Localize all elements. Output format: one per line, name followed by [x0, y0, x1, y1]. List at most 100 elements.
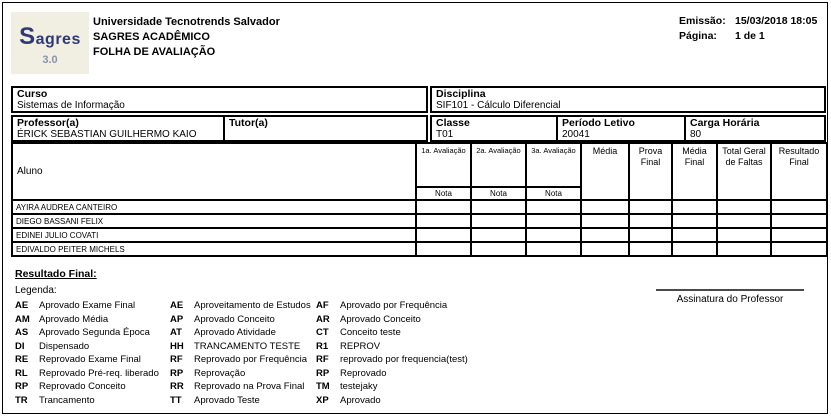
- legend-code: XP: [316, 394, 329, 406]
- legend-entry: RP Reprovado Conceito: [15, 380, 170, 394]
- info-row-curso: Curso Sistemas de Informação Disciplina …: [11, 86, 826, 113]
- student-row: EDINEI JULIO COVATI: [11, 227, 828, 243]
- carga-horaria-field: Carga Horária 80: [684, 117, 824, 140]
- legend-code: AE: [170, 300, 184, 311]
- grade-cell: [525, 241, 582, 257]
- legend-code: RF: [316, 354, 329, 365]
- aluno-header: Aluno: [11, 142, 417, 201]
- legend-code: HH: [170, 340, 184, 352]
- legenda-label: Legenda:: [15, 285, 57, 296]
- student-name: DIEGO BASSANI FELIX: [11, 213, 417, 229]
- legend-desc: Reprovado Exame Final: [39, 354, 141, 365]
- legend-desc: Aprovado Média: [39, 313, 109, 325]
- legend-code: RP: [316, 367, 330, 379]
- professor-label: Professor(a): [17, 117, 79, 129]
- grade-cell: [671, 227, 718, 243]
- legend-entry: AT Aprovado Atividade: [170, 326, 316, 340]
- pagina-label: Página:: [679, 30, 717, 42]
- legend-entry: R1 REPROV: [316, 340, 576, 354]
- legend-code: RF: [170, 354, 183, 365]
- grade-cell: [470, 241, 527, 257]
- grade-cell: [470, 199, 527, 215]
- periodo-letivo-field: Período Letivo 20041: [556, 117, 684, 140]
- curso-label: Curso: [17, 88, 48, 100]
- legend-column-2: AE Aproveitamento de Estudos AP Aprovado C…: [170, 299, 316, 407]
- signature-block: Assinatura do Professor: [656, 289, 804, 305]
- grade-cell: [671, 241, 718, 257]
- grade-cell: [671, 213, 718, 229]
- legend-code: TM: [316, 381, 330, 392]
- disciplina-value: SIF101 - Cálculo Diferencial: [436, 100, 561, 111]
- carga-horaria-label: Carga Horária: [690, 117, 760, 129]
- professor-value: ÉRICK SEBASTIAN GUILHERMO KAIO: [17, 129, 197, 140]
- grade-cell: [628, 213, 673, 229]
- grade-cell: [470, 213, 527, 229]
- legend-entry: AP Aprovado Conceito: [170, 313, 316, 327]
- legend-entry: TR Trancamento: [15, 394, 170, 408]
- emission-block: Emissão: 15/03/2018 18:05 Página: 1 de 1: [679, 15, 817, 43]
- sagres-logo-version: 3.0: [42, 54, 58, 66]
- org-name: Universidade Tecnotrends Salvador: [93, 16, 280, 28]
- grade-cell: [415, 241, 472, 257]
- legend-desc: Reprovado Conceito: [39, 381, 126, 392]
- grade-cell: [770, 227, 828, 243]
- prova-final-header: Prova Final: [628, 142, 673, 201]
- legend-desc: Aproveitamento de Estudos: [194, 300, 311, 311]
- tutor-label: Tutor(a): [229, 117, 268, 129]
- legend-desc: TRANCAMENTO TESTE: [194, 340, 301, 352]
- legend-desc: Conceito teste: [340, 327, 401, 338]
- legend-desc: Aprovado Conceito: [194, 313, 275, 325]
- legend-entry: AS Aprovado Segunda Época: [15, 326, 170, 340]
- legend-desc: Reprovação: [194, 367, 246, 379]
- grades-table: Aluno 1a. Avaliação 2a. Avaliação 3a. Av…: [11, 142, 828, 257]
- legend-code: RR: [170, 381, 184, 392]
- legend: AE Aprovado Exame Final AM Aprovado Média …: [15, 299, 576, 407]
- legend-desc: Reprovado por Frequência: [194, 354, 308, 365]
- grade-cell: [470, 227, 527, 243]
- legend-code: AT: [170, 327, 182, 338]
- legend-desc: testejaky: [340, 381, 378, 392]
- periodo-letivo-label: Período Letivo: [562, 117, 635, 129]
- sagres-logo-text: Sagres: [19, 23, 81, 50]
- grade-cell: [628, 241, 673, 257]
- legend-desc: Reprovado na Prova Final: [194, 381, 305, 392]
- grade-cell: [770, 241, 828, 257]
- signature-label: Assinatura do Professor: [676, 294, 784, 305]
- legend-code: AF: [316, 300, 329, 311]
- legend-code: RP: [15, 381, 29, 392]
- legend-column-1: AE Aprovado Exame Final AM Aprovado Média …: [15, 299, 170, 407]
- total-faltas-header: Total Geral de Faltas: [716, 142, 772, 201]
- legend-entry: AF Aprovado por Frequência: [316, 299, 576, 313]
- grade-cell: [525, 227, 582, 243]
- disciplina-field: Disciplina SIF101 - Cálculo Diferencial: [432, 88, 824, 112]
- periodo-letivo-value: 20041: [562, 129, 590, 140]
- grade-cell: [716, 241, 772, 257]
- nota-header-1: Nota: [415, 186, 472, 201]
- resultado-final-heading: Resultado Final:: [15, 268, 97, 280]
- info-row-professor: Professor(a) ÉRICK SEBASTIAN GUILHERMO K…: [11, 115, 826, 142]
- legend-code: RP: [170, 367, 184, 379]
- legend-entry: RF Reprovado por Frequência: [170, 353, 316, 367]
- grade-cell: [770, 199, 828, 215]
- grade-cell: [415, 199, 472, 215]
- nota-header-3: Nota: [525, 186, 582, 201]
- nota-header-2: Nota: [470, 186, 527, 201]
- legend-code: DI: [15, 340, 25, 352]
- legend-desc: Aprovado Atividade: [194, 327, 276, 338]
- signature-line: [656, 289, 804, 291]
- legend-desc: Trancamento: [39, 394, 95, 406]
- legend-code: TR: [15, 394, 28, 406]
- curso-field: Curso Sistemas de Informação: [13, 88, 426, 112]
- legend-entry: AR Aprovado Conceito: [316, 313, 576, 327]
- classe-field: Classe T01: [432, 117, 556, 141]
- grade-cell: [580, 213, 630, 229]
- legend-code: R1: [316, 340, 329, 352]
- disciplina-label: Disciplina: [436, 88, 486, 100]
- student-name: EDIVALDO PEITER MICHELS: [11, 241, 417, 257]
- student-name: AYIRA AUDREA CANTEIRO: [11, 199, 417, 215]
- system-name: SAGRES ACADÊMICO: [93, 31, 210, 43]
- legend-desc: reprovado por frequencia(test): [340, 354, 468, 365]
- grade-cell: [580, 199, 630, 215]
- legend-entry: XP Aprovado: [316, 394, 576, 408]
